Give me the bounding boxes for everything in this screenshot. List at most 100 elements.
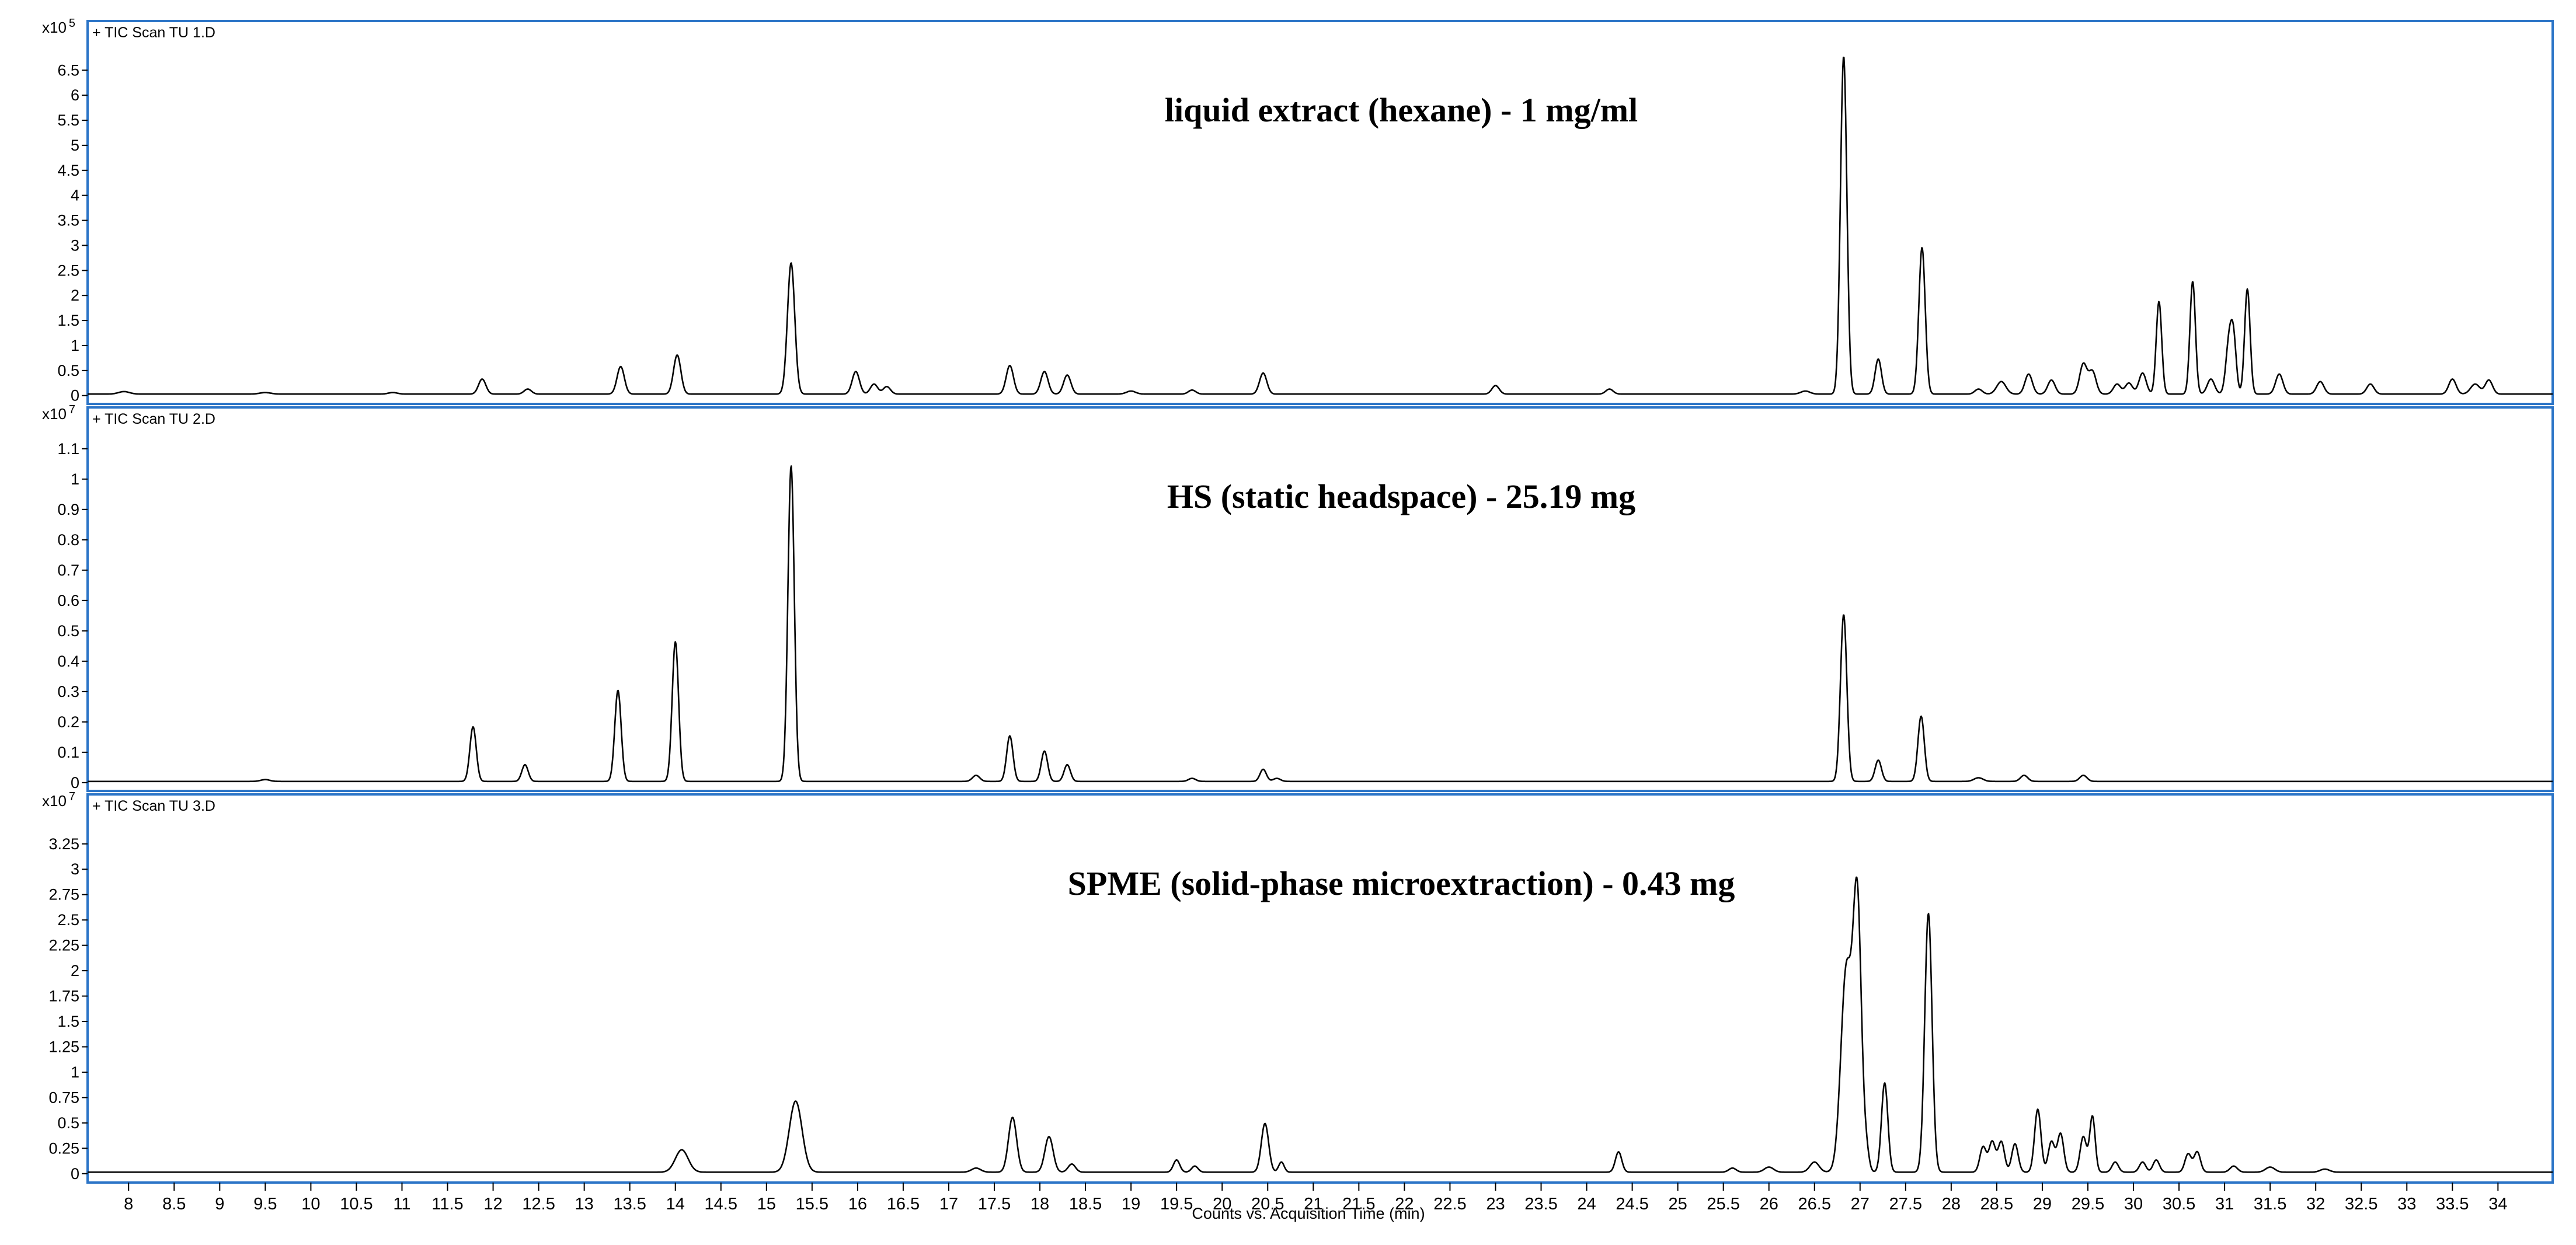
x-tick-label: 33: [2397, 1195, 2416, 1213]
x-tick-label: 18: [1031, 1195, 1049, 1213]
panels-group: x10 5+ TIC Scan TU 1.D00.511.522.533.544.…: [42, 17, 2554, 1184]
x-tick-label: 19: [1122, 1195, 1140, 1213]
y-tick-label: 6.5: [57, 61, 79, 79]
y-tick-label: 0.5: [57, 622, 79, 640]
tic-trace: [87, 57, 2553, 395]
x-tick-label: 34: [2488, 1195, 2507, 1213]
y-tick-label: 5: [71, 137, 79, 154]
y-tick-label: 0.75: [48, 1089, 79, 1106]
y-tick-label: 1.5: [57, 1013, 79, 1030]
x-tick-label: 29: [2033, 1195, 2052, 1213]
y-scale-exponent: 5: [69, 17, 75, 30]
x-tick-label: 15.5: [796, 1195, 829, 1213]
y-tick-label: 3.5: [57, 212, 79, 229]
y-tick-label: 1: [71, 1063, 79, 1081]
y-tick-label: 0.4: [57, 653, 79, 670]
y-tick-label: 1: [71, 337, 79, 354]
x-tick-label: 26.5: [1798, 1195, 1831, 1213]
x-axis-title: Counts vs. Acquisition Time (min): [1192, 1205, 1425, 1222]
x-tick-label: 31.5: [2254, 1195, 2286, 1213]
y-tick-label: 2.5: [57, 261, 79, 279]
x-tick-label: 17.5: [978, 1195, 1011, 1213]
x-tick-label: 24.5: [1616, 1195, 1648, 1213]
chromatogram-panel-1: x10 5+ TIC Scan TU 1.D00.511.522.533.544.…: [42, 17, 2554, 405]
x-tick-label: 28.5: [1980, 1195, 2013, 1213]
x-tick-label: 10.5: [340, 1195, 373, 1213]
x-tick-label: 16.5: [887, 1195, 920, 1213]
x-tick-label: 19.5: [1160, 1195, 1193, 1213]
y-tick-label: 0: [71, 387, 79, 404]
y-tick-label: 0.2: [57, 713, 79, 731]
x-tick-label: 33.5: [2436, 1195, 2469, 1213]
x-tick-label: 27: [1851, 1195, 1870, 1213]
x-tick-label: 8.5: [162, 1195, 186, 1213]
x-tick-label: 21.5: [1342, 1195, 1375, 1213]
x-tick-label: 15: [757, 1195, 776, 1213]
panel-label: + TIC Scan TU 1.D: [92, 25, 215, 41]
y-tick-label: 5.5: [57, 111, 79, 129]
x-tick-label: 18.5: [1069, 1195, 1102, 1213]
x-tick-label: 25.5: [1707, 1195, 1739, 1213]
y-tick-label: 1.1: [57, 440, 79, 458]
x-tick-label: 20.5: [1251, 1195, 1284, 1213]
panel-frame: [86, 20, 2554, 405]
y-tick-label: 1: [71, 470, 79, 488]
panel-title: HS (static headspace) - 25.19 mg: [1167, 477, 1635, 515]
y-tick-label: 3: [71, 860, 79, 878]
x-tick-label: 28: [1942, 1195, 1961, 1213]
x-tick-label: 29.5: [2072, 1195, 2104, 1213]
x-tick-label: 13: [575, 1195, 594, 1213]
x-tick-label: 23: [1486, 1195, 1505, 1213]
y-scale-label: x10 7: [42, 790, 75, 810]
y-tick-label: 0.7: [57, 562, 79, 579]
y-tick-label: 0.9: [57, 501, 79, 518]
y-tick-label: 3: [71, 236, 79, 254]
y-tick-label: 2: [71, 962, 79, 979]
panel-title: SPME (solid-phase microextraction) - 0.4…: [1068, 864, 1735, 902]
y-tick-label: 0: [71, 1165, 79, 1183]
x-tick-label: 14.5: [705, 1195, 737, 1213]
x-tick-label: 31: [2215, 1195, 2234, 1213]
x-tick-label: 8: [124, 1195, 133, 1213]
y-tick-label: 6: [71, 86, 79, 104]
x-tick-label: 21: [1304, 1195, 1322, 1213]
x-tick-label: 11: [393, 1195, 410, 1213]
tic-trace: [87, 876, 2553, 1173]
x-tick-label: 24: [1577, 1195, 1596, 1213]
x-tick-label: 30: [2124, 1195, 2143, 1213]
x-axis: 8 8.5 9 9.5 10 10.5 11 11.5 12 12.5 13 13.5 14 14.5 15…: [124, 1183, 2507, 1213]
x-tick-label: 20: [1213, 1195, 1231, 1213]
x-tick-label: 32: [2306, 1195, 2325, 1213]
panel-label: + TIC Scan TU 2.D: [92, 411, 215, 427]
y-tick-label: 1.25: [48, 1038, 79, 1055]
y-tick-label: 0.5: [57, 1114, 79, 1132]
y-tick-label: 4: [71, 187, 79, 204]
y-tick-label: 0: [71, 774, 79, 791]
x-tick-label: 11.5: [431, 1195, 463, 1213]
x-tick-label: 9.5: [253, 1195, 277, 1213]
y-tick-label: 2.25: [48, 937, 79, 954]
x-tick-label: 32.5: [2345, 1195, 2377, 1213]
y-tick-label: 0.5: [57, 362, 79, 379]
x-tick-label: 23.5: [1524, 1195, 1557, 1213]
panel-label: + TIC Scan TU 3.D: [92, 798, 215, 814]
panel-frame: [86, 793, 2554, 1184]
y-scale-exponent: 7: [69, 790, 75, 803]
panel-frame: [86, 406, 2554, 792]
y-tick-label: 2.75: [48, 886, 79, 904]
panel-title: liquid extract (hexane) - 1 mg/ml: [1165, 91, 1638, 129]
x-tick-label: 12: [483, 1195, 502, 1213]
x-tick-label: 26: [1760, 1195, 1778, 1213]
y-tick-label: 3.25: [48, 835, 79, 853]
x-tick-label: 10: [301, 1195, 320, 1213]
chromatogram-panel-2: x10 7+ TIC Scan TU 2.D00.10.20.30.40.50.6…: [42, 403, 2554, 792]
y-scale-exponent: 7: [69, 403, 75, 416]
y-tick-label: 1.75: [48, 988, 79, 1005]
y-tick-label: 2.5: [57, 911, 79, 929]
x-tick-label: 27.5: [1889, 1195, 1922, 1213]
x-tick-label: 9: [215, 1195, 224, 1213]
y-tick-label: 4.5: [57, 162, 79, 179]
x-tick-label: 12.5: [522, 1195, 555, 1213]
